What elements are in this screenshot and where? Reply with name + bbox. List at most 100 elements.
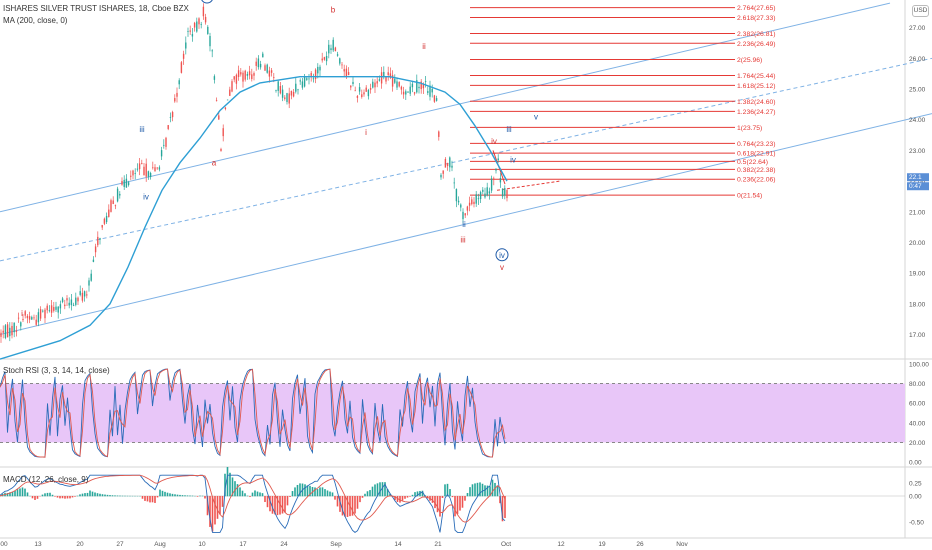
candle[interactable] [132,170,134,176]
candle[interactable] [141,163,143,165]
candle[interactable] [446,163,449,166]
candle[interactable] [94,246,97,253]
candle[interactable] [471,199,473,205]
channel-line[interactable] [0,57,932,262]
candle[interactable] [288,93,290,104]
macd-panel[interactable]: -0.50 0.00 0.25 [0,466,924,533]
candle[interactable] [88,280,90,286]
candle[interactable] [495,168,497,171]
candle[interactable] [17,317,20,319]
candle[interactable] [101,224,103,228]
candle[interactable] [180,62,183,73]
candle[interactable] [229,89,231,96]
candle[interactable] [202,6,205,17]
candle[interactable] [352,81,354,85]
candle[interactable] [330,48,332,51]
candle[interactable] [86,294,88,296]
candle[interactable] [55,306,57,310]
candle[interactable] [334,47,337,52]
candle[interactable] [438,131,440,137]
candle[interactable] [506,190,508,199]
candle[interactable] [306,78,308,80]
candle[interactable] [493,178,495,180]
candle[interactable] [350,85,352,88]
candle[interactable] [490,178,493,191]
candle[interactable] [339,58,341,64]
candle[interactable] [209,36,211,47]
candle[interactable] [345,68,348,77]
candle[interactable] [462,211,464,220]
candle[interactable] [440,174,442,178]
candle[interactable] [475,194,477,204]
candle[interactable] [319,66,321,71]
candle[interactable] [44,309,46,319]
candle[interactable] [284,97,286,99]
candle[interactable] [308,78,310,80]
candle[interactable] [486,187,488,196]
candle[interactable] [317,66,319,74]
candle[interactable] [396,81,398,88]
currency-badge[interactable]: USD [912,5,929,17]
candle[interactable] [378,79,381,81]
candle[interactable] [262,53,264,58]
candle[interactable] [154,167,156,172]
candle[interactable] [9,327,11,337]
candle[interactable] [121,181,123,185]
candle[interactable] [286,93,288,103]
candle[interactable] [380,72,383,84]
candle[interactable] [369,88,372,90]
candle[interactable] [22,318,24,321]
candle[interactable] [242,72,244,82]
candle[interactable] [365,87,367,92]
candle[interactable] [427,91,429,93]
candle[interactable] [156,167,158,169]
candle[interactable] [185,42,187,49]
price-panel[interactable]: 0(21.54) 0.236(22.06) 0.382(22.38)0.5(22.6… [0,0,932,360]
candle[interactable] [460,204,462,208]
candle[interactable] [97,236,99,246]
candle[interactable] [266,64,268,73]
candle[interactable] [33,317,35,319]
candle[interactable] [169,116,172,118]
candle[interactable] [292,91,295,97]
candle[interactable] [130,175,132,177]
candle[interactable] [464,213,466,216]
candle[interactable] [215,100,218,102]
candle[interactable] [110,200,112,212]
candle[interactable] [497,158,499,161]
candle[interactable] [4,325,7,339]
candle[interactable] [435,98,438,101]
candle[interactable] [119,193,121,196]
candle[interactable] [279,86,282,94]
candle[interactable] [374,82,376,88]
candle[interactable] [246,73,249,76]
candle[interactable] [48,310,51,312]
macd-line[interactable] [0,474,506,533]
candle[interactable] [259,63,262,68]
candle[interactable] [367,89,370,97]
candle[interactable] [411,83,414,88]
candle[interactable] [418,86,420,89]
candle[interactable] [347,72,350,76]
candle[interactable] [277,81,279,91]
candle[interactable] [145,163,147,177]
candle[interactable] [213,76,216,80]
candle[interactable] [105,216,108,223]
candle[interactable] [15,330,18,332]
candle[interactable] [35,319,37,325]
candle[interactable] [13,322,15,333]
candle[interactable] [193,22,196,28]
candle[interactable] [207,26,209,34]
candle[interactable] [444,159,447,168]
candle[interactable] [220,148,222,151]
candle[interactable] [187,31,189,32]
candle[interactable] [125,178,128,188]
candle[interactable] [90,273,92,281]
candle[interactable] [152,167,154,169]
candle[interactable] [83,291,86,297]
candle[interactable] [253,73,255,76]
candle[interactable] [79,291,81,295]
candle[interactable] [358,87,361,92]
candle[interactable] [468,202,471,206]
candle[interactable] [394,78,396,83]
